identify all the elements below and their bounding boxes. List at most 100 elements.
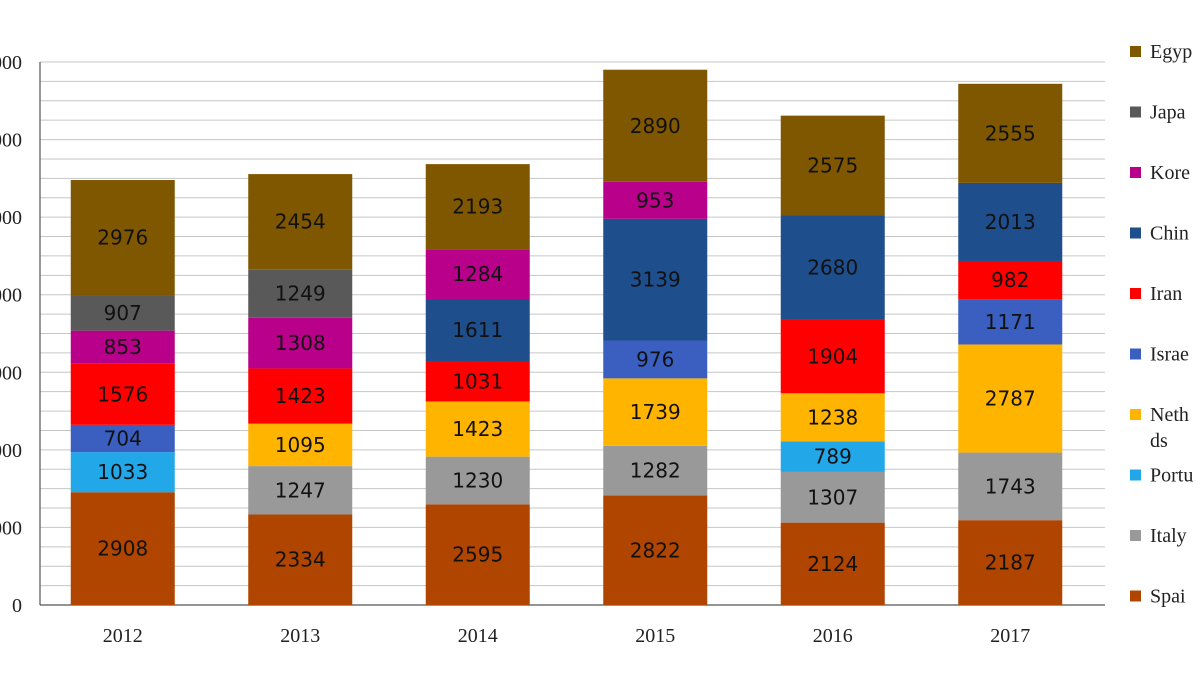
legend-swatch-netherlands	[1130, 409, 1141, 420]
bar-segment-egypt	[70, 180, 175, 296]
bar-segment-netherlands	[958, 344, 1063, 453]
bar-segment-portugal	[70, 452, 175, 493]
x-tick-label: 2014	[458, 625, 498, 647]
data-label: 2187	[985, 551, 1036, 575]
bar-segment-italy	[958, 452, 1063, 521]
y-tick-label: 000	[0, 285, 22, 307]
legend-label: Italy	[1150, 525, 1187, 547]
data-label: 1171	[985, 310, 1036, 334]
data-label: 1904	[807, 344, 858, 368]
x-tick-label: 2017	[990, 625, 1030, 647]
data-label: 1095	[275, 433, 326, 457]
data-label: 2595	[452, 543, 503, 567]
legend-swatch-israel	[1130, 348, 1141, 360]
bar-segment-korea	[70, 330, 175, 364]
data-label: 1249	[275, 281, 326, 305]
legend: Egyp Japa Kore Chin Iran Israe Neth ds Portu Ital…	[1130, 41, 1193, 608]
legend-swatch-china	[1130, 227, 1141, 239]
bar-segment-korea	[248, 317, 353, 369]
data-label: 2193	[452, 195, 503, 219]
bar-segment-spain	[958, 520, 1063, 605]
x-tick-label: 2013	[280, 625, 320, 647]
y-axis-ticks: 0000000000000000000000	[0, 52, 22, 617]
bar-segment-china	[958, 182, 1063, 261]
bar-segment-spain	[780, 522, 885, 605]
y-tick-label: 000	[0, 517, 22, 539]
data-label: 2575	[807, 154, 858, 178]
bar-segment-italy	[780, 471, 885, 523]
data-label: 2555	[985, 121, 1036, 145]
bar-segment-egypt	[248, 174, 353, 270]
data-label: 1576	[97, 382, 148, 406]
legend-swatch-portugal	[1130, 469, 1141, 481]
bar-segment-korea	[603, 181, 708, 219]
y-tick-label: 000	[0, 130, 22, 152]
data-label: 2890	[630, 114, 681, 138]
data-label: 1247	[275, 478, 326, 502]
legend-swatch-iran	[1130, 288, 1141, 299]
gridlines	[39, 61, 1105, 606]
bar-segment-spain	[248, 514, 353, 605]
legend-label: Portu	[1150, 465, 1193, 487]
bar-segment-iran	[248, 368, 353, 424]
bar-segment-iran	[780, 319, 885, 394]
bar-segment-italy	[425, 456, 530, 505]
data-label: 1238	[807, 405, 858, 429]
bar-segment-iran	[70, 363, 175, 425]
bar-segment-netherlands	[603, 378, 708, 446]
data-label: 853	[104, 335, 142, 359]
data-label: 2124	[807, 552, 858, 576]
bar-segment-netherlands	[248, 423, 353, 467]
bar-segment-italy	[603, 445, 708, 496]
bar-segment-italy	[248, 466, 353, 515]
legend-swatch-egypt	[1130, 46, 1141, 57]
bar-segment-egypt	[780, 115, 885, 216]
data-label: 2454	[275, 210, 326, 234]
data-label: 1284	[452, 262, 503, 286]
legend-label: Egyp	[1150, 41, 1192, 63]
bar-segment-israel	[70, 424, 175, 453]
data-label: 1423	[275, 384, 326, 408]
data-label: 2787	[985, 387, 1036, 411]
legend-label: Spai	[1150, 586, 1186, 608]
data-label: 789	[814, 445, 852, 469]
data-label: 1611	[452, 318, 503, 342]
bar-segment-israel	[958, 299, 1063, 345]
legend-swatch-korea	[1130, 167, 1141, 178]
bar-segment-egypt	[603, 69, 708, 182]
x-tick-label: 2016	[813, 625, 853, 647]
data-label: 976	[636, 347, 674, 371]
data-label: 1739	[630, 400, 681, 424]
legend-label: ds	[1150, 430, 1168, 452]
legend-label: Japa	[1150, 102, 1186, 124]
legend-label: Kore	[1150, 162, 1190, 184]
legend-swatch-spain	[1130, 590, 1141, 602]
bar-segment-portugal	[780, 441, 885, 472]
bar-segment-israel	[603, 340, 708, 379]
data-label: 2976	[97, 226, 148, 250]
data-label: 1308	[275, 331, 326, 355]
y-tick-label: 000	[0, 440, 22, 462]
data-label: 1230	[452, 468, 503, 492]
bar-segment-egypt	[425, 164, 530, 250]
data-label: 907	[104, 301, 142, 325]
y-tick-label: 000	[0, 52, 22, 74]
data-label: 2334	[275, 548, 326, 572]
bar-segment-iran	[958, 260, 1063, 300]
bar-segment-china	[603, 218, 708, 341]
data-label: 704	[104, 426, 142, 450]
y-tick-label: 000	[0, 362, 22, 384]
data-label: 1282	[630, 459, 681, 483]
data-label: 1743	[985, 474, 1036, 498]
data-label: 982	[991, 268, 1029, 292]
x-axis-ticks: 2012 2013 2014 2015 2016 2017	[103, 625, 1031, 647]
data-label: 2822	[630, 538, 681, 562]
legend-swatch-japan	[1130, 106, 1141, 118]
data-label: 1423	[452, 417, 503, 441]
bar-segment-japan	[248, 269, 353, 318]
data-label: 2680	[807, 255, 858, 279]
bar-segment-netherlands	[425, 401, 530, 457]
bar-segment-japan	[70, 295, 175, 331]
data-label: 1033	[97, 460, 148, 484]
